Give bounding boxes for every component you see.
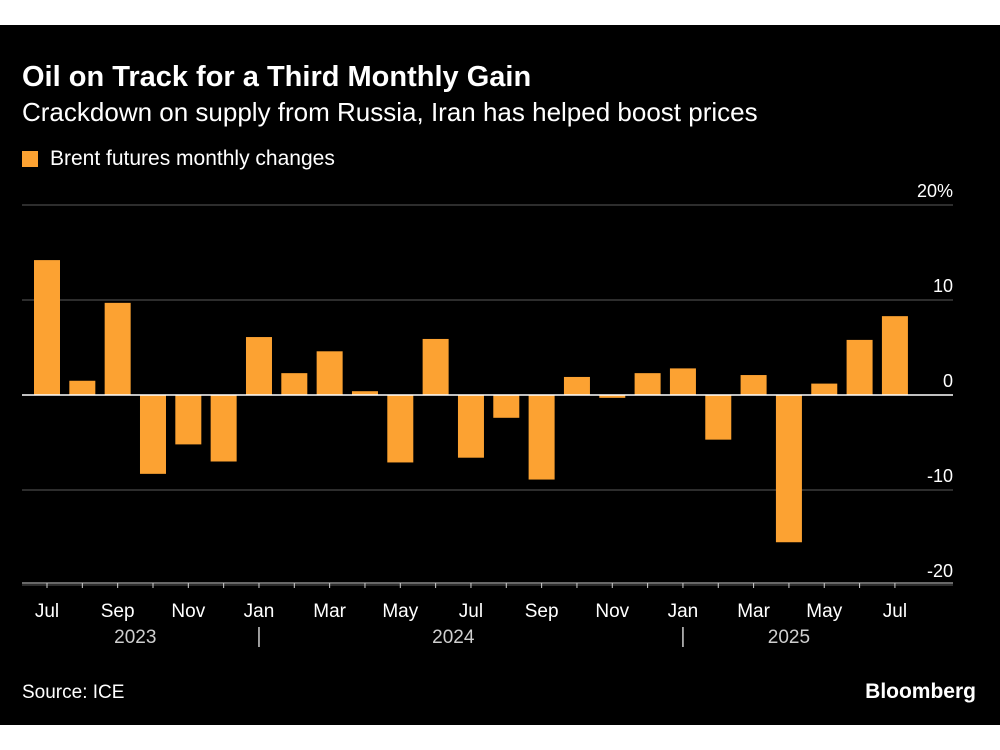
bar xyxy=(139,395,166,474)
chart-title: Oil on Track for a Third Monthly Gain xyxy=(22,61,532,93)
y-tick-label: 10 xyxy=(933,276,953,296)
bar xyxy=(422,338,449,395)
bar xyxy=(457,395,484,458)
y-tick-label: -10 xyxy=(927,466,953,486)
y-tick-label: -20 xyxy=(927,561,953,581)
legend-swatch xyxy=(22,151,38,167)
bar xyxy=(69,380,96,395)
bloomberg-logo: Bloomberg xyxy=(865,680,976,703)
x-tick-label: Nov xyxy=(595,601,629,622)
x-tick-label: Sep xyxy=(525,601,559,622)
x-tick-label: Sep xyxy=(101,601,135,622)
bar xyxy=(528,395,555,480)
x-tick-label: Jul xyxy=(35,601,59,622)
bar xyxy=(175,395,202,445)
bar xyxy=(245,337,272,395)
bar xyxy=(705,395,732,440)
bar xyxy=(740,375,767,395)
bar xyxy=(846,339,873,395)
bar-chart: -20 -10 0 10 20% Jul Sep Nov Jan Mar May Jul Sep Nov J… xyxy=(22,181,953,648)
year-label: 2024 xyxy=(432,627,475,648)
x-tick-label: Mar xyxy=(313,601,346,622)
bar xyxy=(316,351,343,395)
year-label: 2023 xyxy=(114,627,156,648)
source-note: Source: ICE xyxy=(22,682,125,703)
bar xyxy=(669,368,696,395)
bar xyxy=(210,395,237,462)
y-tick-label: 20% xyxy=(917,181,953,201)
y-tick-label: 0 xyxy=(943,371,953,391)
x-tick-label: Jul xyxy=(883,601,907,622)
x-tick-label: Mar xyxy=(737,601,770,622)
x-tick-label: Jan xyxy=(668,601,699,622)
year-label: 2025 xyxy=(768,627,810,648)
bar xyxy=(104,302,131,395)
bar xyxy=(493,395,520,418)
chart-subtitle: Crackdown on supply from Russia, Iran ha… xyxy=(22,97,758,127)
bar xyxy=(563,376,590,395)
bar xyxy=(775,395,802,543)
bar xyxy=(34,260,60,395)
bar xyxy=(351,391,378,395)
x-tick-label: Nov xyxy=(171,601,205,622)
bar xyxy=(599,395,626,398)
legend-label: Brent futures monthly changes xyxy=(50,147,335,170)
bar xyxy=(387,395,414,463)
bar xyxy=(634,373,661,395)
x-tick-label: May xyxy=(382,601,418,622)
legend: Brent futures monthly changes xyxy=(22,147,335,171)
x-tick-label: May xyxy=(806,601,842,622)
x-tick-label: Jul xyxy=(459,601,483,622)
bar xyxy=(881,316,908,395)
chart-frame: Oil on Track for a Third Monthly Gain Cr… xyxy=(0,25,1000,725)
bar xyxy=(811,383,838,395)
bar xyxy=(281,373,308,395)
x-tick-label: Jan xyxy=(244,601,275,622)
